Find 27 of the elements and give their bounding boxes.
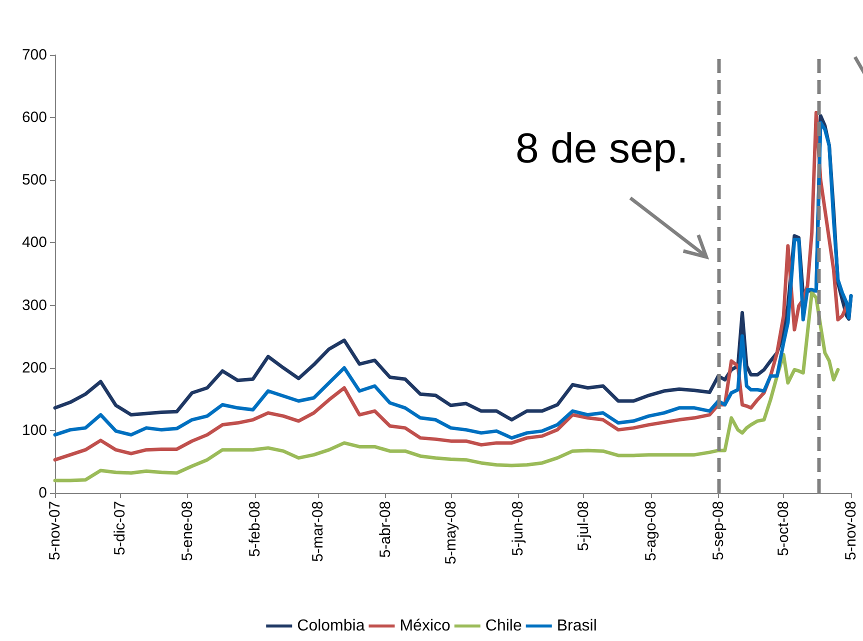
- x-tick-label: 5-sep-08: [710, 501, 727, 560]
- x-tick-label: 5-mar-08: [310, 501, 327, 562]
- y-tick-label: 0: [38, 484, 47, 502]
- y-tick-label: 200: [22, 359, 47, 376]
- y-tick-label: 700: [22, 46, 47, 64]
- y-tick-label: 300: [22, 296, 47, 314]
- y-tick-label: 100: [22, 422, 47, 439]
- x-tick-label: 5-feb-08: [246, 501, 264, 557]
- x-tick-label: 5-jun-08: [510, 501, 527, 556]
- ref-line-label: 8 de sep.: [516, 124, 688, 172]
- line-series: [53, 291, 840, 482]
- x-tick-label: 5-ago-08: [642, 501, 660, 562]
- x-tick-label: 5-jul-08: [574, 501, 592, 552]
- x-tick-label: 5-may-08: [442, 501, 460, 564]
- x-tick-label: 5-nov-07: [46, 501, 64, 560]
- x-tick-label: 5-abr-08: [377, 501, 394, 558]
- y-tick-label: 500: [22, 172, 47, 189]
- legend-label: México: [400, 618, 450, 634]
- y-tick-label: 600: [22, 109, 47, 126]
- legend-label: Brasil: [556, 618, 597, 634]
- x-tick-label: 5-oct-08: [775, 501, 792, 556]
- x-tick-label: 5-nov-08: [842, 501, 860, 560]
- x-tick-label: 5-ene-08: [179, 501, 196, 562]
- legend-label: Chile: [485, 618, 522, 634]
- y-tick-label: 400: [22, 234, 47, 252]
- legend-label: Colombia: [297, 618, 365, 634]
- x-tick-label: 5-dic-07: [112, 501, 129, 556]
